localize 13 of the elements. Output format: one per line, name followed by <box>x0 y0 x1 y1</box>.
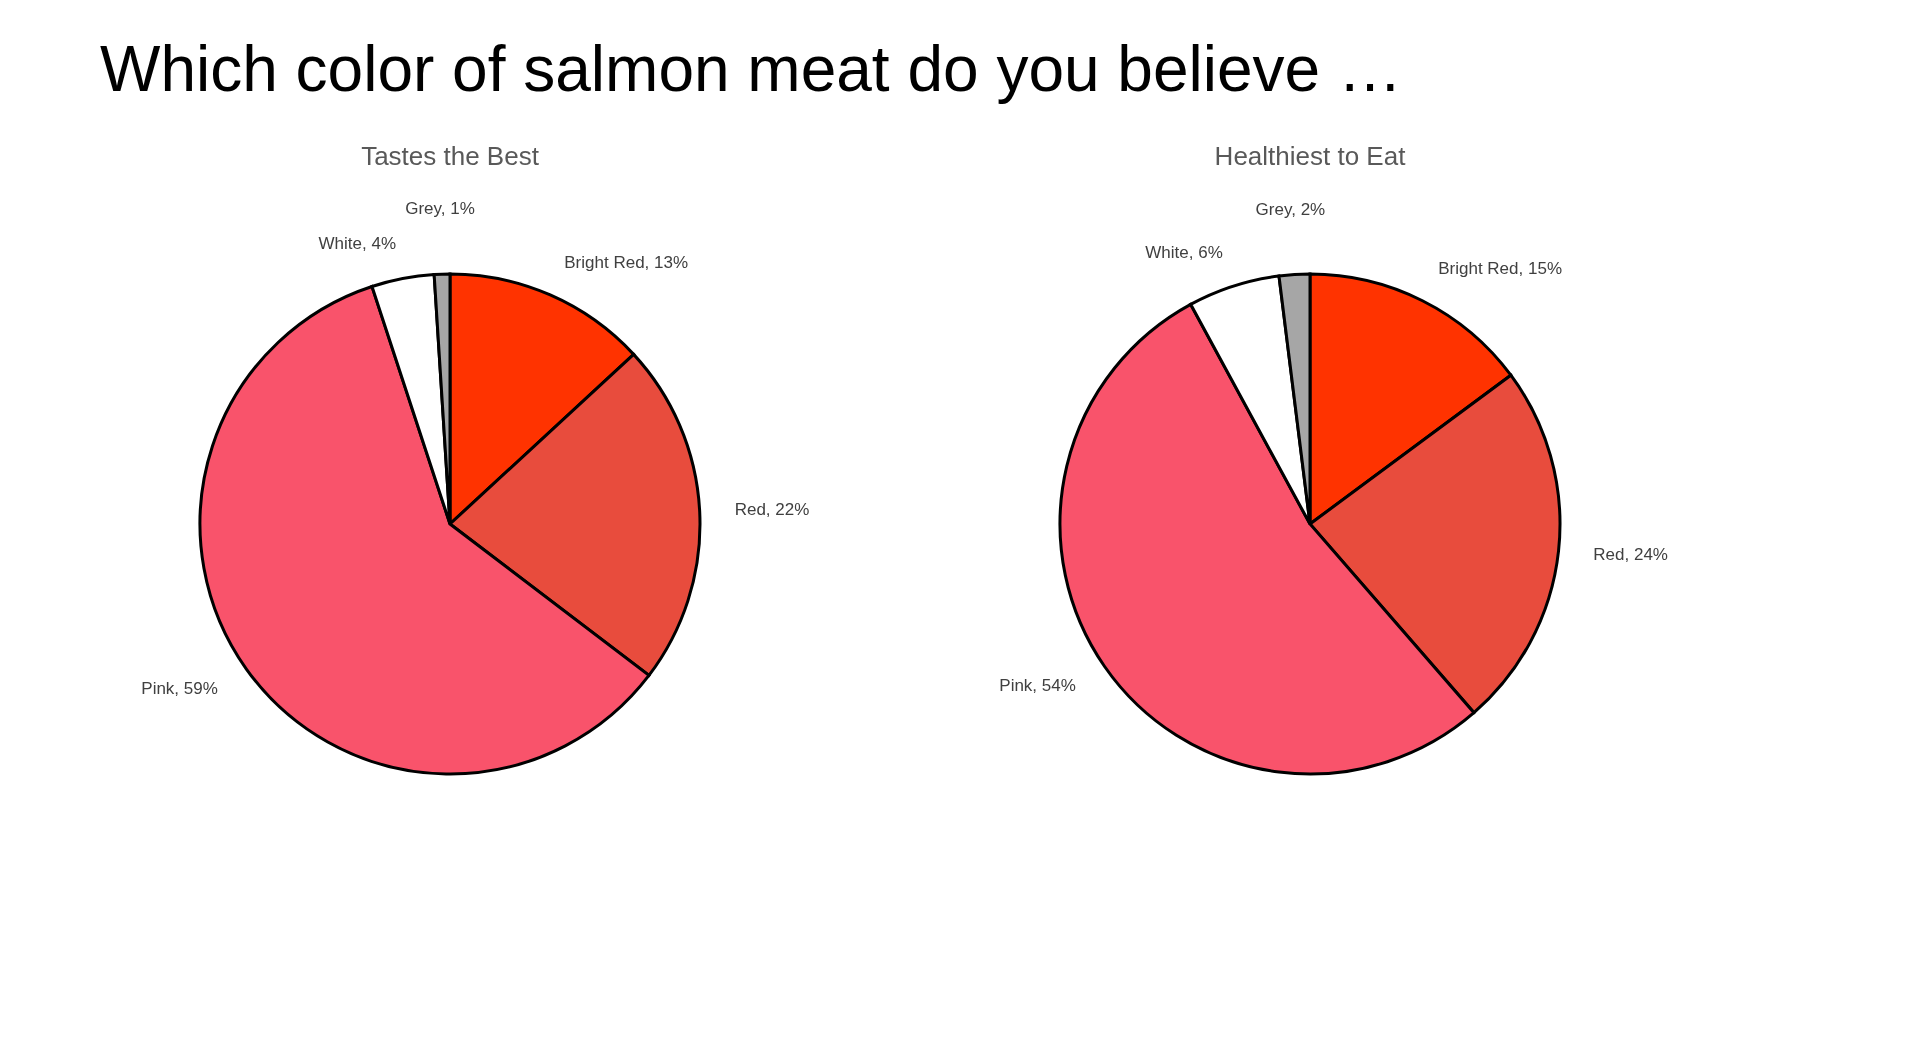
slice-label: Red, 24% <box>1593 544 1668 564</box>
slice-label: Grey, 2% <box>1255 199 1326 219</box>
slice-label: Red, 22% <box>734 500 810 520</box>
slice-label: Grey, 1% <box>405 199 475 219</box>
chart-title: Healthiest to Eat <box>1214 141 1407 171</box>
text: Which color of salmon meat do you believe … <box>100 33 1402 105</box>
slice-label: White, 4% <box>318 234 397 254</box>
slice-label: Bright Red, 13% <box>564 252 689 272</box>
slice-label: Pink, 54% <box>999 676 1076 696</box>
slice-label: Pink, 59% <box>141 679 218 699</box>
slice-label: White, 6% <box>1145 242 1223 262</box>
chart-title: Tastes the Best <box>361 141 540 171</box>
slice-label: Bright Red, 15% <box>1438 259 1562 279</box>
